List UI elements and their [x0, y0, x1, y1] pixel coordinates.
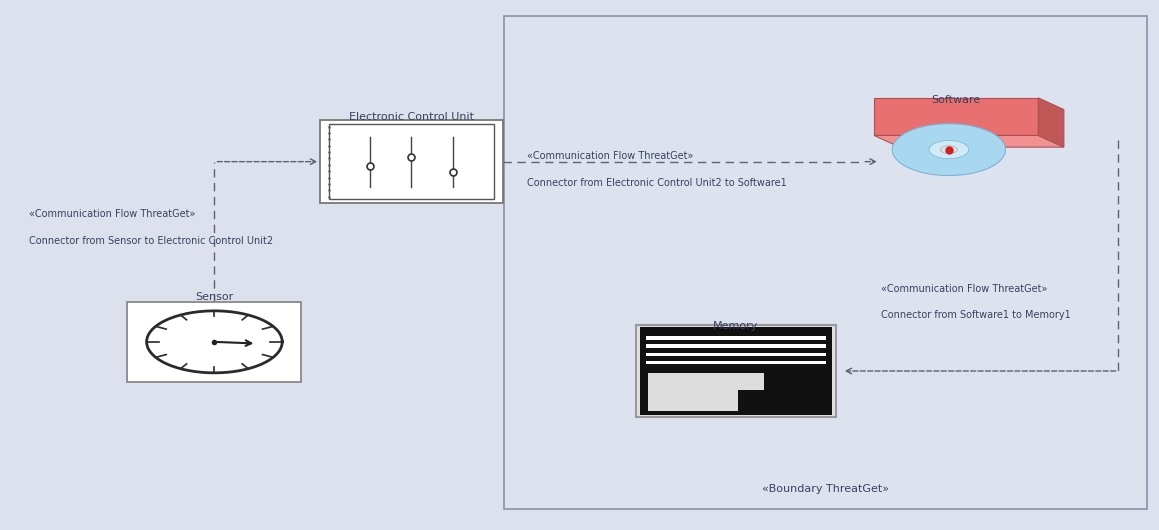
Text: Connector from Sensor to Electronic Control Unit2: Connector from Sensor to Electronic Cont… — [29, 236, 274, 246]
FancyBboxPatch shape — [646, 337, 826, 340]
FancyBboxPatch shape — [738, 390, 764, 411]
FancyBboxPatch shape — [648, 373, 764, 411]
Text: «Communication Flow ThreatGet»: «Communication Flow ThreatGet» — [29, 209, 196, 219]
Polygon shape — [874, 136, 1064, 147]
FancyBboxPatch shape — [646, 361, 826, 364]
FancyBboxPatch shape — [127, 302, 301, 382]
FancyBboxPatch shape — [320, 120, 503, 204]
Text: «Communication Flow ThreatGet»: «Communication Flow ThreatGet» — [527, 151, 694, 161]
Text: Memory: Memory — [713, 321, 759, 331]
Text: Software: Software — [932, 95, 981, 105]
FancyBboxPatch shape — [640, 332, 832, 368]
Text: Connector from Electronic Control Unit2 to Software1: Connector from Electronic Control Unit2 … — [527, 178, 787, 188]
Text: «Communication Flow ThreatGet»: «Communication Flow ThreatGet» — [881, 284, 1048, 294]
Polygon shape — [930, 140, 969, 158]
FancyBboxPatch shape — [646, 344, 826, 348]
FancyBboxPatch shape — [640, 327, 832, 415]
FancyBboxPatch shape — [646, 352, 826, 356]
Text: Connector from Software1 to Memory1: Connector from Software1 to Memory1 — [881, 310, 1071, 320]
FancyBboxPatch shape — [636, 325, 836, 417]
Polygon shape — [892, 124, 1006, 175]
Text: «Boundary ThreatGet»: «Boundary ThreatGet» — [763, 484, 889, 493]
FancyBboxPatch shape — [504, 16, 1147, 509]
Text: Electronic Control Unit: Electronic Control Unit — [349, 112, 474, 122]
Polygon shape — [1038, 98, 1064, 147]
FancyBboxPatch shape — [874, 98, 1038, 136]
FancyBboxPatch shape — [329, 124, 494, 199]
Text: Sensor: Sensor — [195, 292, 234, 302]
Polygon shape — [940, 146, 957, 154]
